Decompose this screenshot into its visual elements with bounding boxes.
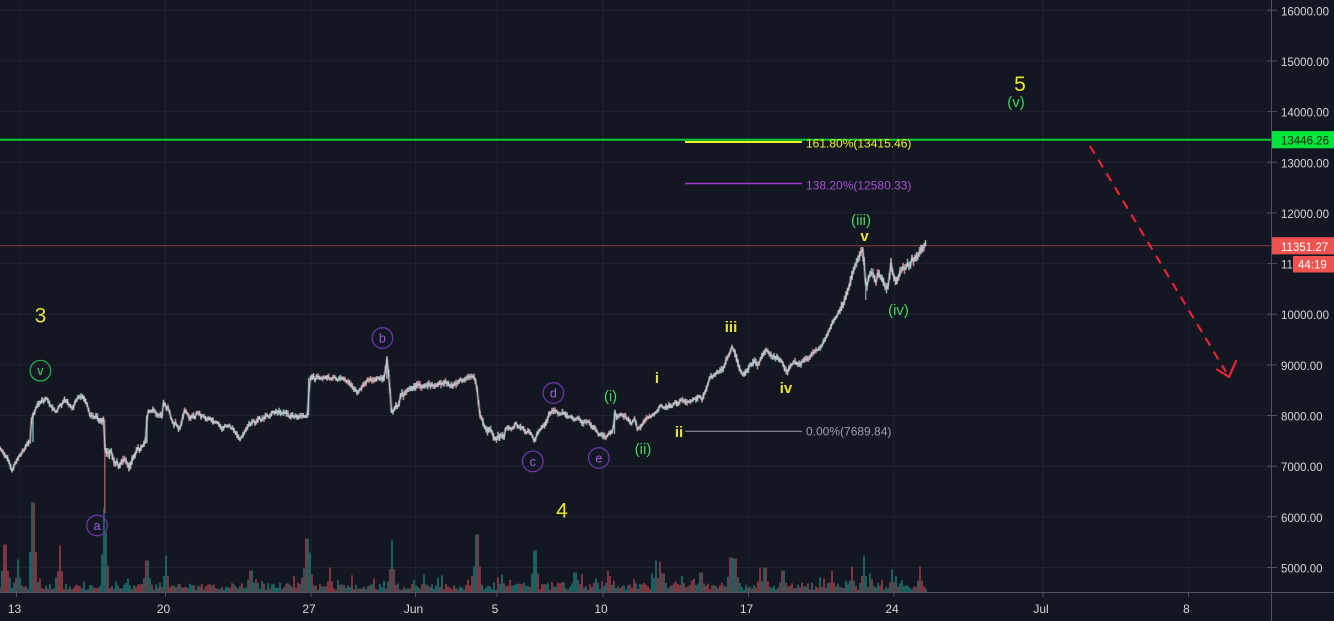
svg-text:17: 17 bbox=[740, 602, 754, 616]
svg-text:7000.00: 7000.00 bbox=[1281, 462, 1323, 474]
svg-text:(ii): (ii) bbox=[635, 441, 652, 458]
svg-text:d: d bbox=[550, 387, 557, 401]
svg-text:ii: ii bbox=[675, 424, 683, 441]
svg-text:(i): (i) bbox=[604, 388, 617, 405]
svg-text:9000.00: 9000.00 bbox=[1281, 361, 1323, 373]
svg-text:44:19: 44:19 bbox=[1298, 260, 1327, 272]
svg-text:iii: iii bbox=[725, 319, 738, 336]
svg-text:3: 3 bbox=[35, 305, 47, 328]
svg-text:11351.27: 11351.27 bbox=[1281, 242, 1328, 254]
svg-text:5: 5 bbox=[492, 602, 499, 616]
svg-text:16000.00: 16000.00 bbox=[1281, 6, 1329, 18]
svg-text:a: a bbox=[94, 519, 101, 533]
svg-text:8: 8 bbox=[1183, 602, 1190, 616]
svg-text:10000.00: 10000.00 bbox=[1281, 310, 1329, 322]
svg-text:Jul: Jul bbox=[1033, 602, 1048, 616]
svg-text:6000.00: 6000.00 bbox=[1281, 513, 1323, 525]
svg-text:13: 13 bbox=[8, 602, 22, 616]
svg-text:(iii): (iii) bbox=[851, 212, 871, 229]
svg-text:4: 4 bbox=[556, 500, 568, 523]
svg-text:10: 10 bbox=[594, 602, 608, 616]
svg-text:24: 24 bbox=[885, 602, 899, 616]
svg-text:161.80%(13415.46): 161.80%(13415.46) bbox=[806, 137, 911, 151]
svg-text:iv: iv bbox=[780, 380, 793, 397]
svg-text:v: v bbox=[37, 364, 44, 378]
svg-text:13446.26: 13446.26 bbox=[1281, 136, 1329, 148]
svg-text:(iv): (iv) bbox=[888, 302, 909, 319]
svg-text:c: c bbox=[530, 455, 536, 469]
svg-text:12000.00: 12000.00 bbox=[1281, 209, 1329, 221]
svg-text:0.00%(7689.84): 0.00%(7689.84) bbox=[806, 425, 891, 439]
svg-text:(v): (v) bbox=[1007, 94, 1025, 111]
svg-text:20: 20 bbox=[157, 602, 171, 616]
svg-text:138.20%(12580.33): 138.20%(12580.33) bbox=[806, 179, 911, 193]
svg-text:Jun: Jun bbox=[404, 602, 423, 616]
svg-text:v: v bbox=[860, 228, 869, 245]
svg-text:5: 5 bbox=[1014, 73, 1026, 96]
svg-text:13000.00: 13000.00 bbox=[1281, 158, 1329, 170]
svg-text:14000.00: 14000.00 bbox=[1281, 108, 1329, 120]
svg-text:15000.00: 15000.00 bbox=[1281, 57, 1329, 69]
svg-text:27: 27 bbox=[302, 602, 316, 616]
svg-text:e: e bbox=[595, 452, 602, 466]
svg-text:i: i bbox=[655, 370, 659, 387]
svg-text:b: b bbox=[379, 332, 386, 346]
svg-text:5000.00: 5000.00 bbox=[1281, 564, 1323, 576]
svg-text:8000.00: 8000.00 bbox=[1281, 412, 1323, 424]
